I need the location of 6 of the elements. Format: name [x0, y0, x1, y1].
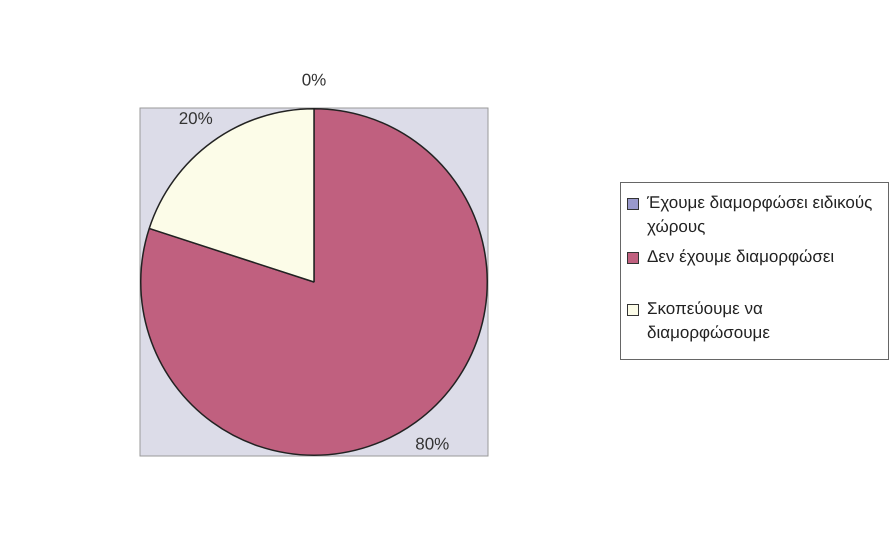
- data-label: 20%: [178, 108, 213, 128]
- legend-label: Σκοπεύουμε να διαμορφώσουμε: [647, 298, 771, 344]
- legend-label: Δεν έχουμε διαμορφώσει: [647, 246, 834, 268]
- data-label: 80%: [415, 434, 450, 454]
- text: 0%: [302, 70, 326, 90]
- legend-label: Έχουμε διαμορφώσει ειδικούς χώρους: [647, 192, 874, 238]
